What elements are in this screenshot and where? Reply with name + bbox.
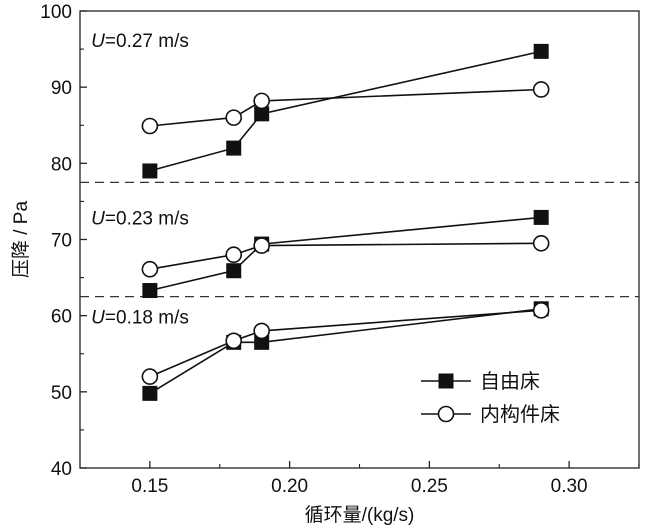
x-axis-title: 循环量/(kg/s) — [305, 504, 415, 526]
velocity-annotation: U=0.27 m/s — [91, 31, 189, 52]
x-tick-label: 0.25 — [411, 476, 448, 497]
x-tick-label: 0.30 — [551, 476, 588, 497]
series-line — [149, 242, 542, 270]
series-line — [149, 308, 542, 395]
data-point-circle — [532, 235, 550, 252]
legend-item: 内构件床 — [421, 402, 560, 426]
data-point-circle — [141, 260, 159, 278]
y-tick-label: 70 — [51, 231, 72, 252]
series-line — [149, 50, 542, 172]
series-line — [149, 216, 542, 292]
data-point-circle — [253, 237, 270, 254]
data-point-circle — [141, 368, 159, 385]
velocity-annotation: U=0.23 m/s — [91, 208, 189, 229]
x-tick-label: 0.15 — [131, 476, 168, 497]
y-tick-label: 50 — [51, 383, 72, 404]
legend-item: 自由床 — [421, 369, 540, 393]
legend-label: 自由床 — [480, 369, 540, 393]
data-point-circle — [532, 81, 550, 98]
legend-marker-square — [438, 373, 454, 389]
data-point-square — [142, 163, 158, 179]
data-point-square — [533, 43, 549, 59]
y-tick-label: 80 — [51, 154, 72, 175]
y-tick-label: 100 — [40, 2, 72, 23]
data-point-circle — [225, 246, 243, 264]
plot-frame — [79, 10, 640, 469]
legend-marker-circle — [437, 405, 455, 423]
data-point-circle — [141, 117, 159, 135]
data-point-square — [142, 283, 158, 299]
data-point-circle — [532, 302, 550, 319]
data-point-circle — [225, 109, 243, 126]
data-point-circle — [225, 332, 243, 350]
series-circle — [141, 302, 550, 385]
series-circle — [141, 81, 550, 135]
y-tick-label: 90 — [51, 78, 72, 99]
series-square — [142, 209, 549, 299]
series-line — [149, 309, 542, 378]
data-point-circle — [253, 322, 270, 340]
data-point-square — [142, 385, 158, 401]
series-circle — [141, 235, 550, 278]
y-tick-label: 60 — [51, 307, 72, 328]
y-tick-label: 40 — [51, 459, 72, 480]
data-point-square — [226, 263, 242, 279]
data-point-square — [226, 140, 242, 156]
series-line — [149, 88, 542, 127]
legend-label: 内构件床 — [480, 402, 560, 426]
data-point-square — [533, 209, 549, 225]
data-point-circle — [253, 92, 270, 110]
velocity-annotation: U=0.18 m/s — [91, 307, 189, 328]
y-axis-title: 压降 / Pa — [10, 201, 32, 279]
series-square — [142, 43, 549, 179]
x-tick-label: 0.20 — [271, 476, 308, 497]
